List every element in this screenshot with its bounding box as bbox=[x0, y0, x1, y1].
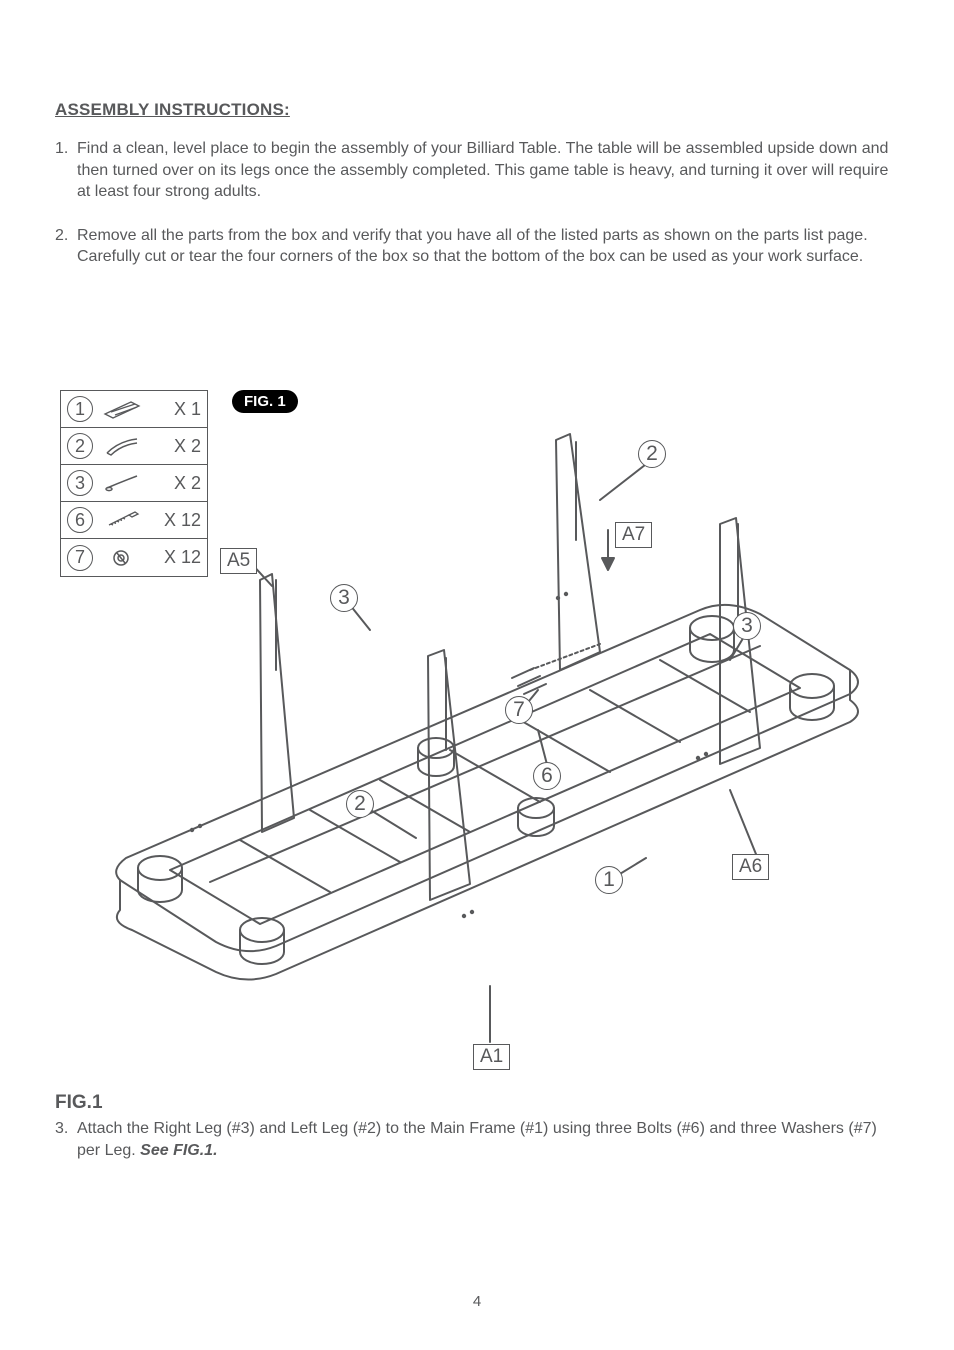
part-id-circle: 1 bbox=[67, 396, 93, 422]
callout-circle: 3 bbox=[330, 584, 358, 612]
part-qty: X 2 bbox=[174, 473, 201, 494]
parts-row: 7 X 12 bbox=[61, 539, 207, 576]
leg-right-icon bbox=[99, 469, 143, 497]
part-id-circle: 3 bbox=[67, 470, 93, 496]
leg-left-icon bbox=[99, 432, 143, 460]
part-qty: X 1 bbox=[174, 399, 201, 420]
step-text: Attach the Right Leg (#3) and Left Leg (… bbox=[77, 1118, 899, 1161]
step-number: 1. bbox=[55, 138, 77, 203]
step-number: 2. bbox=[55, 225, 77, 268]
section-heading: ASSEMBLY INSTRUCTIONS: bbox=[55, 100, 899, 120]
parts-row: 6 X 12 bbox=[61, 502, 207, 539]
step-text: Find a clean, level place to begin the a… bbox=[77, 138, 899, 203]
parts-list-box: 1 X 1 2 X 2 3 X 2 6 X 12 7 bbox=[60, 390, 208, 577]
rack-icon bbox=[99, 395, 143, 423]
intro-steps: 1. Find a clean, level place to begin th… bbox=[55, 138, 899, 268]
step-row: 3. Attach the Right Leg (#3) and Left Le… bbox=[55, 1118, 899, 1161]
part-id-circle: 2 bbox=[67, 433, 93, 459]
figure-1: 1 X 1 2 X 2 3 X 2 6 X 12 7 bbox=[60, 370, 894, 1060]
callout-box: A5 bbox=[220, 548, 257, 574]
callout-circle: 1 bbox=[595, 866, 623, 894]
callout-circle: 2 bbox=[346, 790, 374, 818]
parts-row: 1 X 1 bbox=[61, 391, 207, 428]
part-id-circle: 7 bbox=[67, 545, 93, 571]
callout-box: A1 bbox=[473, 1044, 510, 1070]
figure-badge: FIG. 1 bbox=[232, 390, 298, 413]
callout-box: A6 bbox=[732, 854, 769, 880]
step3-ref: See FIG.1. bbox=[140, 1142, 217, 1159]
parts-row: 2 X 2 bbox=[61, 428, 207, 465]
step-row: 2. Remove all the parts from the box and… bbox=[55, 225, 899, 268]
callout-circle: 3 bbox=[733, 612, 761, 640]
page-number: 4 bbox=[0, 1293, 954, 1310]
callout-box: A7 bbox=[615, 522, 652, 548]
part-qty: X 12 bbox=[164, 510, 201, 531]
step-row: 1. Find a clean, level place to begin th… bbox=[55, 138, 899, 203]
callout-circle: 2 bbox=[638, 440, 666, 468]
step-number: 3. bbox=[55, 1118, 77, 1161]
callout-circle: 6 bbox=[533, 762, 561, 790]
callout-circle: 7 bbox=[505, 696, 533, 724]
parts-row: 3 X 2 bbox=[61, 465, 207, 502]
part-qty: X 2 bbox=[174, 436, 201, 457]
part-id-circle: 6 bbox=[67, 507, 93, 533]
figure-title: FIG.1 bbox=[55, 1092, 103, 1114]
bolt-icon bbox=[99, 506, 143, 534]
step-text: Remove all the parts from the box and ve… bbox=[77, 225, 899, 268]
washer-icon bbox=[99, 544, 143, 572]
part-qty: X 12 bbox=[164, 547, 201, 568]
